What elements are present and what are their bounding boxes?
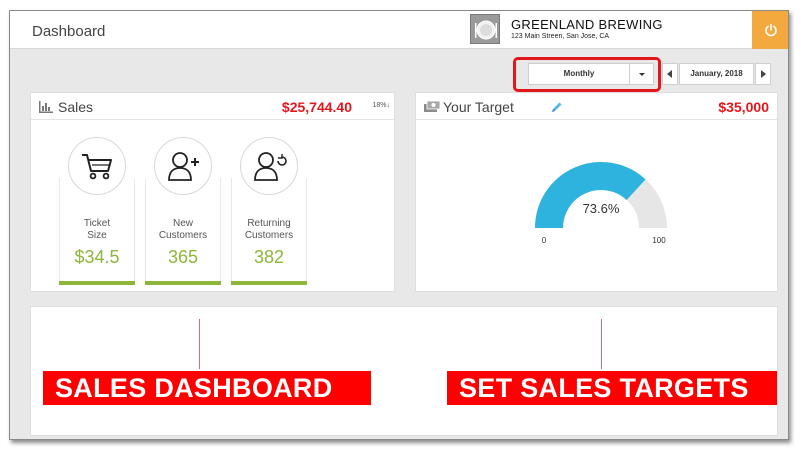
period-highlight-box [513,57,661,92]
gauge-value-label: 73.6% [583,201,620,216]
page-title: Dashboard [32,23,106,40]
chevron-left-icon [667,70,672,78]
target-card: Your Target $35,000 73.6% 0 100 [415,92,778,292]
gauge-max-label: 100 [652,236,666,245]
metric-label: New Customers [158,218,208,241]
set-sales-targets-banner: SET SALES TARGETS [447,371,777,405]
callout-line-left [199,319,200,369]
metric-label: Ticket Size [83,218,111,241]
arrow-down-icon: ↓ [386,102,391,109]
sales-card-header: Sales $25,744.40 18%↓ [31,93,394,120]
metric-returning-customers: Returning Customers 382 [231,120,307,285]
metric-new-customers: New Customers 365 [145,120,221,285]
metric-value: 365 [167,247,199,267]
next-month-button[interactable] [755,63,771,85]
target-title: Your Target [443,99,514,115]
shopping-cart-icon [68,137,126,195]
pencil-icon[interactable] [550,101,563,114]
previous-month-button[interactable] [662,63,678,85]
period-select[interactable]: Monthly [528,63,654,85]
bar-chart-icon [39,101,53,113]
top-header: Dashboard GREENLAND BREWING 123 Main Str… [10,11,788,49]
power-icon [765,23,777,37]
date-display[interactable]: January, 2018 [679,63,754,85]
brand-name: GREENLAND BREWING [511,17,663,32]
metric-label: Returning Customers [244,218,294,241]
cash-icon [424,101,440,112]
chevron-right-icon [761,70,766,78]
period-select-value: Monthly [563,69,595,78]
sales-amount: $25,744.40 [281,99,352,115]
target-gauge: 73.6% 0 100 [535,162,667,245]
add-user-icon [154,137,212,195]
returning-user-icon [240,137,298,195]
sales-card: Sales $25,744.40 18%↓ Ticket Size $34.5 [30,92,395,292]
sales-change: 18%↓ [372,102,390,109]
gauge-min-label: 0 [542,236,547,245]
power-button[interactable] [752,11,788,49]
target-card-header: Your Target $35,000 [416,93,777,120]
metric-value: $34.5 [74,247,120,267]
metric-ticket-size: Ticket Size $34.5 [59,120,135,285]
callout-line-right [601,319,602,369]
target-amount: $35,000 [718,99,769,115]
sales-dashboard-banner: SALES DASHBOARD [43,371,371,405]
metric-value: 382 [253,247,285,267]
gauge-fill [535,162,646,229]
plate-cutlery-icon [470,14,500,44]
brand-address: 123 Main Streen, San Jose, CA [511,33,610,40]
sales-change-value: 18% [372,102,387,109]
app-window: Dashboard GREENLAND BREWING 123 Main Str… [9,10,789,440]
chevron-down-icon[interactable] [629,64,653,84]
sales-title: Sales [58,99,94,115]
